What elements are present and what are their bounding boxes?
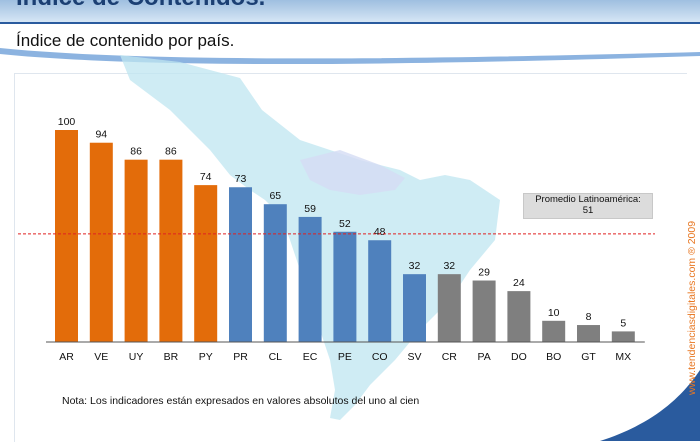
header-divider [0,22,700,24]
value-label-pa: 29 [478,267,490,279]
value-label-do: 24 [513,277,525,289]
page-title: Índice de Contenidos. [16,0,265,12]
value-label-ar: 100 [58,116,76,128]
category-label-pe: PE [338,351,352,363]
category-label-ve: VE [94,351,108,363]
value-label-pr: 73 [235,173,247,185]
header-bar: Índice de Contenidos. [0,0,700,22]
category-label-gt: GT [581,351,596,363]
bar-uy [124,159,148,342]
bars-group [55,130,635,342]
category-label-pa: PA [477,351,490,363]
value-label-ec: 59 [304,203,316,215]
value-label-cl: 65 [269,190,281,202]
value-label-cr: 32 [443,260,455,272]
category-label-sv: SV [407,351,421,363]
category-label-cl: CL [269,351,283,363]
category-label-uy: UY [129,351,144,363]
bar-mx [611,331,635,342]
bar-ec [298,216,322,342]
bar-pa [472,280,496,342]
bar-bo [542,320,566,342]
value-label-py: 74 [200,171,212,183]
category-label-br: BR [164,351,179,363]
value-label-co: 48 [374,226,386,238]
bar-pe [333,231,357,342]
bar-sv [403,274,426,342]
bar-cl [263,204,287,342]
category-label-mx: MX [615,351,631,363]
footnote: Nota: Los indicadores están expresados e… [62,395,420,407]
value-labels-group: 100 94 86 86 74 73 65 59 52 48 32 32 29 24 10 8 5 [58,116,627,329]
value-label-sv: 32 [409,260,421,272]
bar-do [507,291,531,342]
category-label-pr: PR [233,351,248,363]
value-label-uy: 86 [130,146,142,158]
value-label-mx: 5 [620,317,626,329]
bar-ar [55,130,78,342]
value-label-gt: 8 [586,311,592,323]
value-label-pe: 52 [339,218,351,230]
bar-co [368,240,392,342]
category-label-co: CO [372,351,388,363]
category-label-ec: EC [303,351,318,363]
chart-subtitle: Índice de contenido por país. [16,31,235,50]
category-label-bo: BO [546,351,561,363]
bar-ve [89,142,113,342]
value-label-bo: 10 [548,307,560,319]
bar-py [194,185,218,342]
bar-pr [229,187,252,342]
category-label-cr: CR [442,351,458,363]
copyright-text: www.tendenciasdigitales.com ® 2009 [686,220,698,395]
category-label-ar: AR [59,351,74,363]
bar-cr [437,274,461,342]
average-box: Promedio Latinoamérica: 51 [523,193,653,219]
value-label-ve: 94 [95,129,107,141]
bar-gt [577,325,600,342]
category-labels-group: AR VE UY BR PY PR CL EC PE CO SV CR PA DO BO GT MX [59,351,631,363]
category-label-do: DO [511,351,527,363]
average-value: 51 [582,205,594,216]
value-label-br: 86 [165,146,177,158]
category-label-py: PY [199,351,213,363]
average-label: Promedio Latinoamérica: [535,194,641,205]
bar-br [159,159,183,342]
